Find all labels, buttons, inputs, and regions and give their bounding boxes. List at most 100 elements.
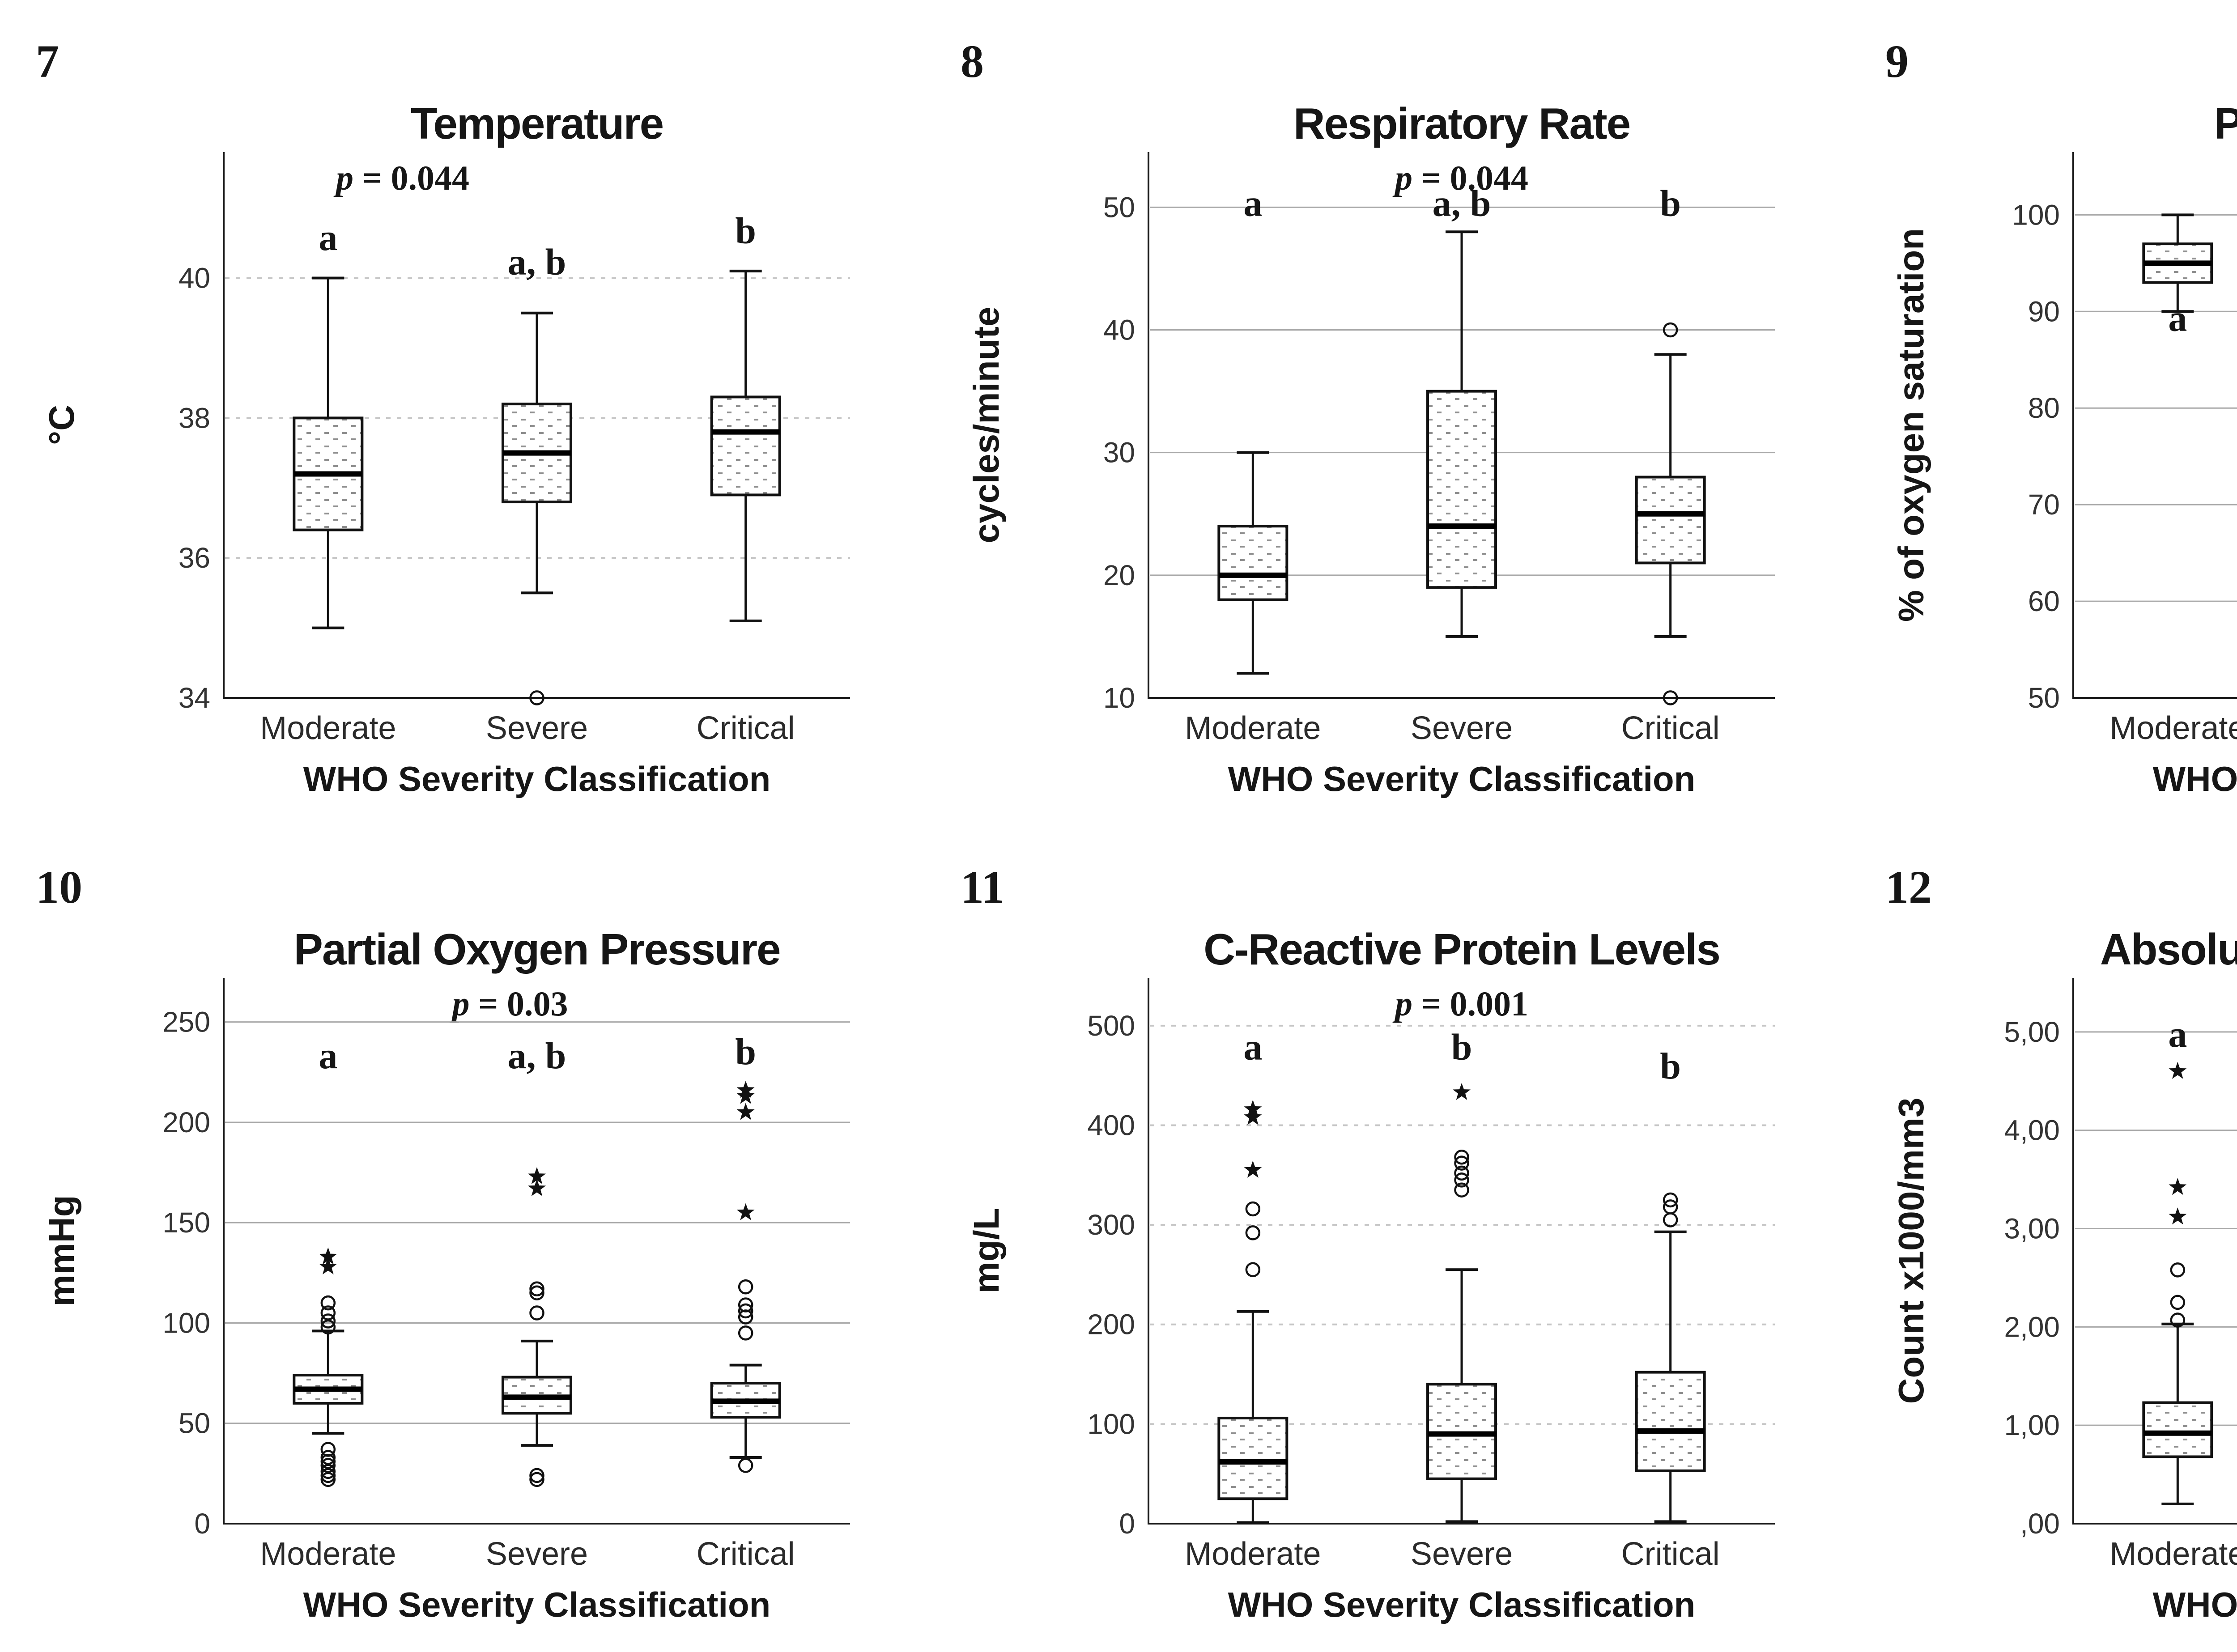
box-group-critical — [710, 269, 781, 622]
figure-number: 10 — [36, 862, 82, 913]
figure-number: 9 — [1885, 36, 1909, 87]
significance-letter: b — [735, 210, 756, 251]
chart-partial-oxygen-pressure: 10 Partial Oxygen Pressure p = 0.03 mmHg 0 50… — [36, 862, 850, 1624]
outlier-circle — [320, 1313, 336, 1329]
significance-letter: b — [1451, 1027, 1472, 1068]
box-group-severe — [502, 1167, 572, 1487]
outlier-circle — [320, 1305, 336, 1321]
p-value-label: p = 0.001 — [1392, 984, 1528, 1023]
iqr-box — [1426, 390, 1497, 589]
chart-temperature: 7 Temperature p = 0.044 °C 34 36 38 40 a Moderate… — [36, 36, 850, 798]
x-category-label: Severe — [486, 1536, 588, 1572]
x-axis-label: WHO Severity Classification — [303, 1585, 771, 1624]
chart-title: Partial Oxygen Pressure — [293, 925, 780, 974]
x-category-label: Critical — [697, 710, 795, 746]
y-tick-label: 100 — [1087, 1408, 1135, 1440]
outlier-circle — [1245, 1201, 1261, 1217]
y-tick-label: 10 — [1103, 682, 1135, 714]
box-group-severe — [1426, 230, 1497, 638]
x-axis-label: WHO Severity Classification — [303, 759, 771, 798]
y-tick-label: 100 — [162, 1307, 210, 1339]
y-tick-label: 60 — [2028, 585, 2060, 617]
x-axis-label: WHO Severity Classification — [2153, 1585, 2237, 1624]
y-tick-label: 100 — [2012, 199, 2060, 231]
y-tick-label: 300 — [1087, 1209, 1135, 1241]
chart-title: C-Reactive Protein Levels — [1204, 925, 1720, 974]
chart-title: Pulsed Oxymetry — [2214, 99, 2237, 148]
y-tick-label: 1,00 — [2004, 1409, 2060, 1441]
y-tick-label: 40 — [1103, 314, 1135, 346]
outlier-star — [736, 1103, 755, 1120]
box-group-critical — [1635, 322, 1706, 705]
y-axis-label: Count x1000/mm3 — [1891, 1098, 1931, 1404]
p-value-label: p = 0.03 — [450, 984, 568, 1023]
outlier-circle — [738, 1303, 753, 1319]
significance-letter: a — [319, 1035, 337, 1077]
significance-letter: a, b — [1433, 183, 1491, 225]
figure-number: 8 — [961, 36, 984, 87]
box-group-moderate — [2142, 1062, 2213, 1506]
outlier-circle — [1245, 1225, 1261, 1240]
chart-respiratory-rate: 8 Respiratory Rate p = 0.044 cycles/minute 1… — [961, 36, 1775, 798]
chart-cell-1: 7 Temperature p = 0.044 °C 34 36 38 40 a Moderate… — [0, 0, 925, 826]
x-category-label: Moderate — [2109, 710, 2237, 746]
outlier-star — [736, 1087, 755, 1104]
x-category-label: Moderate — [260, 710, 396, 746]
x-category-label: Moderate — [2109, 1536, 2237, 1572]
outlier-circle — [529, 1285, 544, 1300]
outlier-circle — [320, 1472, 336, 1487]
y-tick-label: 400 — [1087, 1109, 1135, 1141]
x-axis-label: WHO Severity Classification — [1228, 759, 1696, 798]
outlier-circle — [1454, 1149, 1469, 1165]
y-tick-label: 50 — [1103, 191, 1135, 223]
x-category-label: Moderate — [260, 1536, 396, 1572]
figure-number: 7 — [36, 36, 59, 87]
outlier-star — [2169, 1207, 2187, 1225]
x-axis-label: WHO Severity Classification — [1228, 1585, 1696, 1624]
box-group-moderate — [2142, 213, 2213, 313]
box-group-moderate — [293, 1247, 364, 1487]
outlier-circle — [1663, 1199, 1678, 1215]
outlier-circle — [1454, 1172, 1469, 1188]
y-tick-label: 90 — [2028, 295, 2060, 327]
y-tick-label: 34 — [179, 682, 210, 714]
box-group-severe — [502, 311, 572, 705]
outlier-circle — [320, 1458, 336, 1473]
outlier-circle — [2170, 1262, 2186, 1278]
x-category-label: Critical — [697, 1536, 795, 1572]
significance-letter: b — [1660, 183, 1681, 225]
p-value-label: p = 0.044 — [1392, 158, 1528, 197]
figure-number: 12 — [1885, 862, 1932, 913]
iqr-box — [1217, 525, 1289, 601]
outlier-circle — [2170, 1295, 2186, 1310]
significance-letter: a, b — [508, 242, 566, 283]
chart-c-reactive-protein-levels: 11 C-Reactive Protein Levels p = 0.001 mg/L… — [961, 862, 1775, 1624]
x-category-label: Severe — [1411, 1536, 1513, 1572]
y-axis-label: cycles/minute — [966, 306, 1006, 543]
y-axis-label: °C — [42, 405, 81, 445]
y-tick-label: 40 — [179, 262, 210, 294]
outlier-circle — [320, 1319, 336, 1335]
outlier-star — [2169, 1178, 2187, 1195]
chart-cell-6: 12Absolute Lymphocyte Countp = 0.033Coun… — [1850, 826, 2237, 1652]
y-tick-label: 200 — [162, 1106, 210, 1138]
chart-title: Absolute Lymphocyte Count — [2100, 925, 2237, 974]
figure-number: 11 — [961, 862, 1004, 913]
chart-cell-2: 8 Respiratory Rate p = 0.044 cycles/minute 1… — [925, 0, 1850, 826]
significance-letter: a — [319, 217, 337, 259]
iqr-box — [1217, 1417, 1289, 1500]
chart-absolute-lymphocyte-count: 12Absolute Lymphocyte Countp = 0.033Coun… — [1885, 862, 2237, 1624]
outlier-circle — [1663, 1212, 1678, 1227]
box-group-critical — [1635, 1192, 1706, 1523]
y-tick-label: 2,00 — [2004, 1311, 2060, 1343]
x-category-label: Moderate — [1185, 1536, 1321, 1572]
y-tick-label: 0 — [1119, 1508, 1135, 1540]
outlier-circle — [320, 1468, 336, 1483]
outlier-star — [736, 1203, 755, 1220]
box-group-moderate — [293, 276, 364, 629]
outlier-circle — [529, 1281, 544, 1296]
y-tick-label: 70 — [2028, 488, 2060, 521]
outlier-star — [1453, 1083, 1471, 1100]
outlier-circle — [320, 1454, 336, 1469]
significance-letter: a — [2168, 297, 2187, 339]
